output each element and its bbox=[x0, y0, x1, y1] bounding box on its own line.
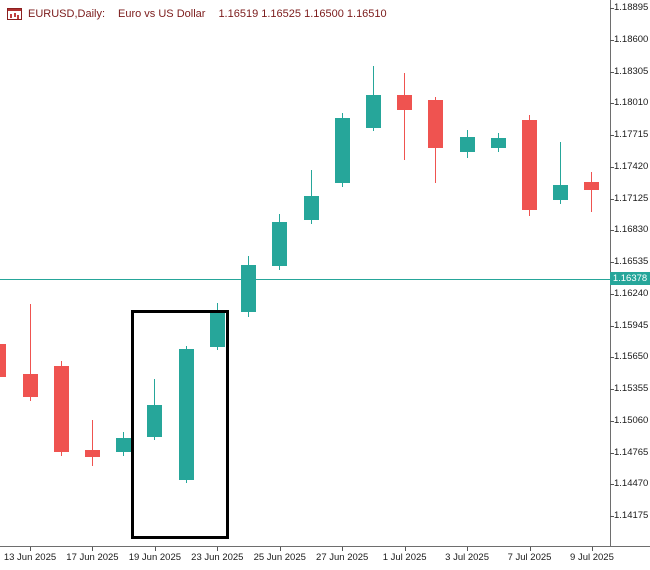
time-axis-tick bbox=[529, 547, 531, 551]
price-axis-label: 1.14765 bbox=[614, 446, 649, 458]
candle-body bbox=[147, 405, 163, 437]
time-axis-tick bbox=[467, 547, 469, 551]
price-axis-tick bbox=[610, 325, 614, 327]
time-axis-label: 25 Jun 2025 bbox=[253, 552, 306, 563]
price-axis-label: 1.16240 bbox=[614, 287, 649, 299]
price-axis-label: 1.17715 bbox=[614, 129, 649, 140]
price-axis-tick bbox=[610, 420, 614, 422]
chart-title: EURUSD,Daily: Euro vs US Dollar 1.16519 … bbox=[7, 8, 394, 20]
price-axis-tick bbox=[610, 230, 614, 232]
price-axis-tick bbox=[610, 452, 614, 454]
price-axis-tick bbox=[610, 198, 614, 200]
candle-body bbox=[553, 185, 569, 200]
price-axis-label: 1.18895 bbox=[614, 2, 649, 13]
price-axis-tick bbox=[610, 293, 614, 295]
time-axis-tick bbox=[279, 547, 281, 551]
candle-wick bbox=[591, 171, 593, 212]
time-axis-tick bbox=[404, 547, 406, 551]
price-axis-label: 1.14470 bbox=[614, 478, 649, 490]
candle-wick bbox=[404, 73, 406, 160]
candle-wick bbox=[91, 419, 93, 466]
time-axis-tick bbox=[92, 547, 94, 551]
time-axis-label: 23 Jun 2025 bbox=[191, 552, 244, 563]
time-axis-label: 7 Jul 2025 bbox=[507, 552, 552, 563]
candle-body bbox=[334, 117, 350, 183]
time-axis-tick bbox=[30, 547, 31, 551]
time-axis-tick bbox=[342, 547, 344, 551]
rectangle-annotation[interactable] bbox=[131, 310, 229, 539]
time-axis-tick bbox=[591, 547, 593, 551]
price-axis-tick bbox=[610, 262, 614, 263]
price-axis-label: 1.15060 bbox=[614, 414, 649, 426]
time-axis-tick bbox=[154, 547, 156, 551]
candle-body bbox=[53, 365, 69, 452]
price-axis-tick bbox=[610, 39, 614, 41]
price-axis-label: 1.18305 bbox=[614, 65, 649, 77]
price-axis-tick bbox=[610, 484, 614, 486]
time-axis-label: 3 Jul 2025 bbox=[445, 552, 489, 563]
candle-body bbox=[428, 100, 444, 149]
price-axis-tick bbox=[610, 8, 614, 9]
candle-body bbox=[178, 348, 194, 480]
time-axis-label: 19 Jun 2025 bbox=[128, 552, 182, 563]
time-axis-tick bbox=[217, 547, 219, 551]
time-axis-label: 9 Jul 2025 bbox=[570, 552, 614, 563]
candle-body bbox=[522, 120, 538, 210]
candle-body bbox=[241, 265, 257, 312]
price-axis-tick bbox=[610, 135, 614, 136]
candle-body bbox=[0, 344, 7, 377]
time-axis-line bbox=[0, 546, 650, 547]
bid-price-line bbox=[0, 278, 650, 280]
current-price-badge: 1.16378 bbox=[610, 272, 650, 286]
candle-body bbox=[490, 138, 506, 148]
price-axis-label: 1.16535 bbox=[614, 256, 649, 267]
symbol-timeframe-label: EURUSD,Daily: bbox=[28, 8, 106, 20]
price-axis-label: 1.17125 bbox=[614, 192, 649, 204]
time-axis-label: 27 Jun 2025 bbox=[316, 552, 369, 563]
candle-body bbox=[365, 94, 381, 128]
candle-body bbox=[397, 94, 413, 111]
candle-wick bbox=[560, 141, 562, 204]
time-axis-label: 13 Jun 2025 bbox=[3, 552, 57, 563]
price-axis-tick bbox=[610, 389, 614, 390]
candle-body bbox=[272, 221, 288, 266]
price-axis-label: 1.15945 bbox=[614, 319, 649, 331]
price-axis-label: 1.15650 bbox=[614, 351, 649, 363]
price-axis-label: 1.15355 bbox=[614, 383, 649, 394]
price-axis-label: 1.18600 bbox=[614, 33, 649, 45]
candle-wick bbox=[29, 303, 31, 401]
time-axis-label: 1 Jul 2025 bbox=[382, 552, 427, 563]
price-axis-tick bbox=[610, 71, 614, 73]
price-axis-tick bbox=[610, 357, 614, 359]
symbol-description-label: Euro vs US Dollar bbox=[118, 8, 206, 20]
candle-body bbox=[584, 181, 600, 190]
price-axis-label: 1.17420 bbox=[614, 160, 649, 172]
candle-body bbox=[116, 437, 132, 452]
candle-body bbox=[209, 313, 225, 347]
candle-body bbox=[459, 137, 475, 152]
candle-body bbox=[84, 450, 100, 457]
candle-body bbox=[22, 374, 38, 397]
price-axis-tick bbox=[610, 516, 614, 517]
candle-body bbox=[303, 196, 319, 221]
price-axis-tick bbox=[610, 166, 614, 168]
price-axis-label: 1.14175 bbox=[614, 510, 649, 521]
chart-window-icon bbox=[7, 8, 22, 20]
price-axis-label: 1.16830 bbox=[614, 224, 649, 236]
time-axis-label: 17 Jun 2025 bbox=[66, 552, 119, 563]
price-axis-tick bbox=[610, 103, 614, 105]
ohlc-quote-label: 1.16519 1.16525 1.16500 1.16510 bbox=[218, 8, 387, 20]
price-axis-label: 1.18010 bbox=[614, 97, 649, 109]
